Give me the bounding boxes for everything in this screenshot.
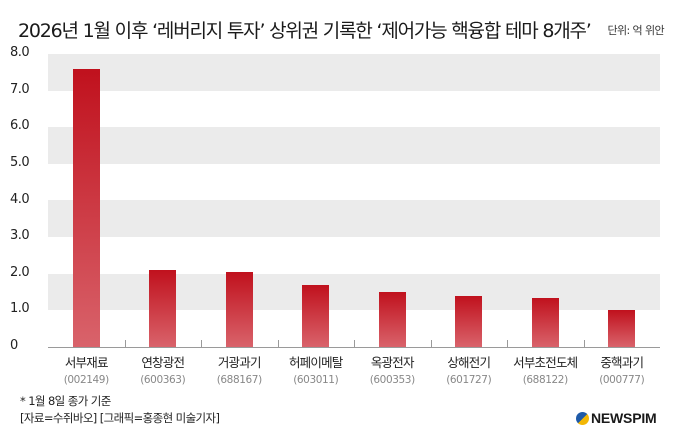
category-label: 서부초전도체 (688122) bbox=[507, 352, 583, 386]
grid-band bbox=[48, 54, 660, 91]
stock-code: (688167) bbox=[216, 374, 262, 386]
category-label: 연창광전 (600363) bbox=[125, 352, 201, 386]
bar bbox=[455, 295, 483, 347]
stock-code: (601727) bbox=[446, 374, 492, 386]
stock-name: 거광과기 bbox=[217, 355, 262, 370]
grid-band bbox=[48, 273, 660, 311]
bar bbox=[302, 284, 330, 347]
logo-text: NEWSPIM bbox=[591, 410, 657, 426]
footnote-basis: * 1월 8일 종가 기준 bbox=[20, 394, 111, 408]
y-tick-label: 5.0 bbox=[10, 154, 30, 170]
newspim-logo-icon bbox=[576, 411, 589, 425]
y-tick-label: 7.0 bbox=[10, 81, 30, 97]
x-tick bbox=[507, 340, 508, 347]
stock-code: (603011) bbox=[293, 374, 339, 386]
bar bbox=[608, 310, 636, 347]
y-tick-label: 4.0 bbox=[10, 191, 30, 207]
stock-code: (600353) bbox=[369, 374, 415, 386]
y-tick-label: 1.0 bbox=[10, 301, 30, 317]
bar bbox=[378, 292, 406, 347]
stock-code: (600363) bbox=[140, 374, 186, 386]
y-tick-label: 8.0 bbox=[10, 45, 30, 60]
unit-label: 단위: 억 위안 bbox=[607, 24, 665, 37]
grid-band bbox=[48, 200, 660, 237]
category-label: 서부재료 (002149) bbox=[48, 352, 124, 386]
stock-name: 옥광전자 bbox=[370, 355, 415, 370]
stock-name: 중핵과기 bbox=[600, 355, 644, 370]
stock-code: (002149) bbox=[63, 374, 109, 386]
bar bbox=[72, 68, 100, 347]
stock-code: (000777) bbox=[599, 374, 645, 386]
stock-code: (688122) bbox=[522, 374, 568, 386]
x-tick bbox=[430, 340, 432, 347]
footnote-source: [자료=수쥐바오] [그래픽=홍종현 미술기자] bbox=[20, 411, 220, 425]
category-label: 거광과기 (688167) bbox=[201, 352, 277, 386]
stock-name: 서부초전도체 bbox=[513, 355, 578, 370]
y-tick-label: 0 bbox=[10, 338, 18, 353]
x-axis-line bbox=[48, 347, 660, 348]
x-tick bbox=[201, 340, 202, 347]
category-label: 상해전기 (601727) bbox=[431, 352, 507, 386]
plot-area bbox=[48, 54, 660, 347]
bar bbox=[225, 271, 253, 347]
x-tick bbox=[277, 340, 279, 347]
category-label: 허페이메탈 (603011) bbox=[278, 352, 354, 386]
footnote: * 1월 8일 종가 기준 [자료=수쥐바오] [그래픽=홍종현 미술기자] bbox=[20, 393, 220, 427]
stock-name: 허페이메탈 bbox=[288, 355, 343, 370]
category-label: 중핵과기 (000777) bbox=[584, 352, 660, 386]
stock-name: 서부재료 bbox=[64, 355, 109, 370]
chart-title: 2026년 1월 이후 ‘레버리지 투자’ 상위권 기록한 ‘제어가능 핵융합 … bbox=[18, 20, 592, 42]
category-label: 옥광전자 (600353) bbox=[354, 352, 430, 386]
bar bbox=[149, 270, 177, 347]
bar bbox=[531, 297, 559, 347]
newspim-logo: NEWSPIM bbox=[576, 410, 657, 426]
x-tick bbox=[354, 340, 355, 347]
x-tick bbox=[124, 340, 126, 347]
y-tick-label: 3.0 bbox=[10, 228, 30, 244]
x-tick bbox=[583, 340, 585, 347]
stock-name: 연창광전 bbox=[141, 355, 185, 370]
grid-band bbox=[48, 127, 660, 164]
y-tick-label: 2.0 bbox=[10, 264, 30, 280]
y-tick-label: 6.0 bbox=[10, 118, 30, 134]
stock-name: 상해전기 bbox=[447, 355, 491, 370]
